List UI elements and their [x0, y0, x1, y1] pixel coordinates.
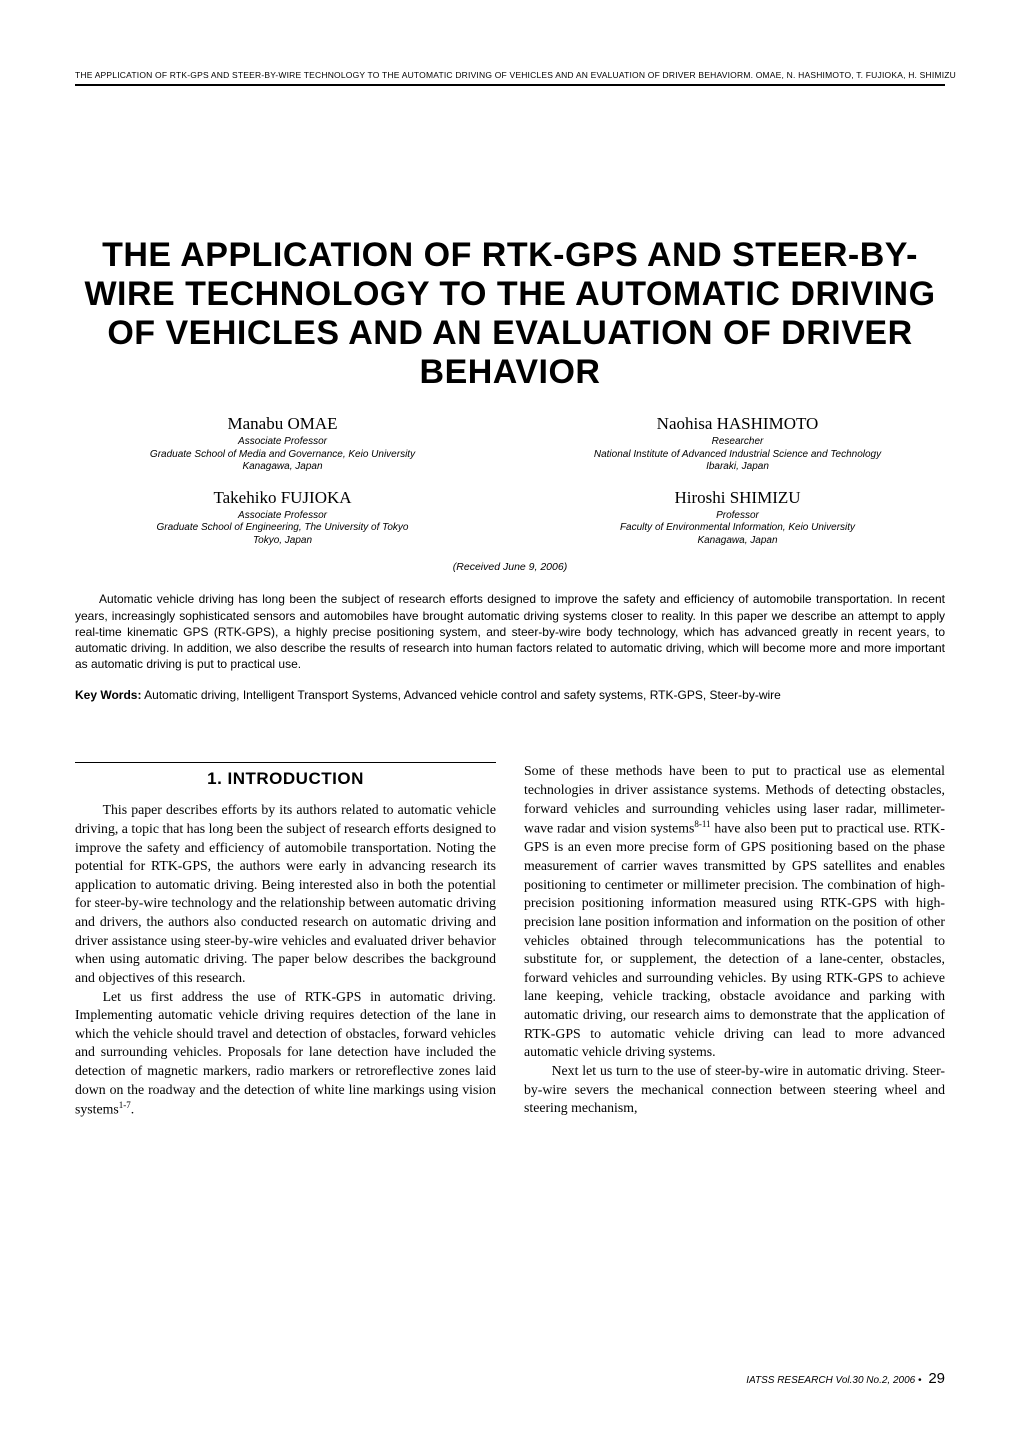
author-location: Kanagawa, Japan — [75, 461, 490, 474]
column-left: 1. INTRODUCTION This paper describes eff… — [75, 762, 496, 1119]
authors-row-2: Takehiko FUJIOKA Associate Professor Gra… — [75, 488, 945, 548]
section-heading: 1. INTRODUCTION — [75, 769, 496, 789]
author-affiliation: Graduate School of Engineering, The Univ… — [75, 522, 490, 535]
footer-bullet: • — [918, 1375, 922, 1386]
page-footer: IATSS RESEARCH Vol.30 No.2, 2006 • 29 — [746, 1370, 945, 1387]
author-location: Ibaraki, Japan — [530, 461, 945, 474]
keywords-text: Automatic driving, Intelligent Transport… — [141, 688, 780, 702]
abstract-text: Automatic vehicle driving has long been … — [75, 591, 945, 672]
author-block: Takehiko FUJIOKA Associate Professor Gra… — [75, 488, 490, 548]
author-name: Takehiko FUJIOKA — [75, 488, 490, 508]
author-affiliation: Graduate School of Media and Governance,… — [75, 449, 490, 462]
paragraph: Some of these methods have been to put t… — [524, 762, 945, 1062]
author-block: Hiroshi SHIMIZU Professor Faculty of Env… — [530, 488, 945, 548]
citation-sup: 8-11 — [694, 819, 710, 829]
top-rule — [75, 84, 945, 86]
section-rule — [75, 762, 496, 763]
author-role: Associate Professor — [75, 510, 490, 523]
author-name: Naohisa HASHIMOTO — [530, 414, 945, 434]
keywords-label: Key Words: — [75, 688, 141, 702]
abstract: Automatic vehicle driving has long been … — [75, 591, 945, 672]
column-right: Some of these methods have been to put t… — [524, 762, 945, 1119]
body-text: Some of these methods have been to put t… — [524, 762, 945, 1117]
paper-title: THE APPLICATION OF RTK-GPS AND STEER-BY-… — [75, 236, 945, 392]
author-role: Professor — [530, 510, 945, 523]
running-header-right: M. OMAE, N. HASHIMOTO, T. FUJIOKA, H. SH… — [743, 70, 956, 80]
author-role: Associate Professor — [75, 436, 490, 449]
author-location: Tokyo, Japan — [75, 535, 490, 548]
author-affiliation: Faculty of Environmental Information, Ke… — [530, 522, 945, 535]
author-location: Kanagawa, Japan — [530, 535, 945, 548]
author-name: Hiroshi SHIMIZU — [530, 488, 945, 508]
keywords-line: Key Words: Automatic driving, Intelligen… — [75, 688, 945, 702]
footer-journal: IATSS RESEARCH Vol.30 No.2, 2006 — [746, 1375, 915, 1386]
paragraph: Let us first address the use of RTK-GPS … — [75, 988, 496, 1120]
author-block: Naohisa HASHIMOTO Researcher National In… — [530, 414, 945, 474]
received-date: (Received June 9, 2006) — [75, 561, 945, 573]
paragraph: Next let us turn to the use of steer-by-… — [524, 1062, 945, 1118]
authors-row-1: Manabu OMAE Associate Professor Graduate… — [75, 414, 945, 474]
body-columns: 1. INTRODUCTION This paper describes eff… — [75, 762, 945, 1119]
body-text: This paper describes efforts by its auth… — [75, 801, 496, 1119]
author-block: Manabu OMAE Associate Professor Graduate… — [75, 414, 490, 474]
author-affiliation: National Institute of Advanced Industria… — [530, 449, 945, 462]
citation-sup: 1-7 — [119, 1100, 131, 1110]
author-name: Manabu OMAE — [75, 414, 490, 434]
running-header-left: THE APPLICATION OF RTK-GPS AND STEER-BY-… — [75, 70, 743, 80]
running-header: THE APPLICATION OF RTK-GPS AND STEER-BY-… — [75, 70, 945, 80]
page-number: 29 — [928, 1370, 945, 1387]
author-role: Researcher — [530, 436, 945, 449]
paragraph: This paper describes efforts by its auth… — [75, 801, 496, 987]
